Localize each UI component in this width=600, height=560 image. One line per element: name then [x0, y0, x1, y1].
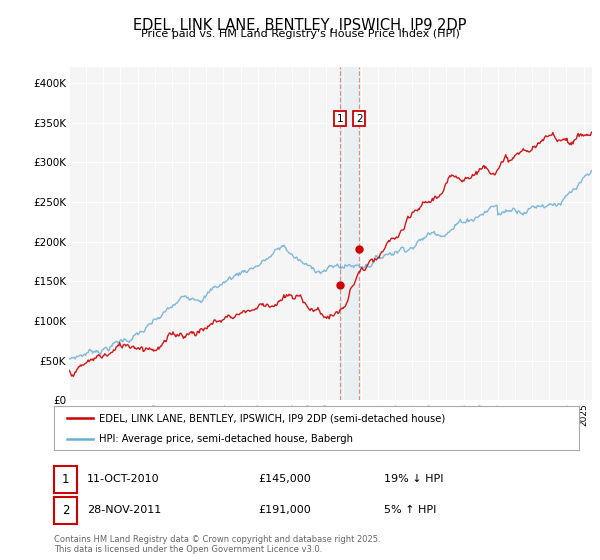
Text: 1: 1	[337, 114, 343, 124]
Text: 11-OCT-2010: 11-OCT-2010	[87, 474, 160, 484]
Text: 19% ↓ HPI: 19% ↓ HPI	[384, 474, 443, 484]
Text: Price paid vs. HM Land Registry's House Price Index (HPI): Price paid vs. HM Land Registry's House …	[140, 29, 460, 39]
Bar	[340, 67, 359, 400]
Text: £191,000: £191,000	[258, 505, 311, 515]
Text: EDEL, LINK LANE, BENTLEY, IPSWICH, IP9 2DP (semi-detached house): EDEL, LINK LANE, BENTLEY, IPSWICH, IP9 2…	[98, 413, 445, 423]
Text: HPI: Average price, semi-detached house, Babergh: HPI: Average price, semi-detached house,…	[98, 434, 353, 444]
Text: 2: 2	[356, 114, 362, 124]
Text: 5% ↑ HPI: 5% ↑ HPI	[384, 505, 436, 515]
Text: Contains HM Land Registry data © Crown copyright and database right 2025.
This d: Contains HM Land Registry data © Crown c…	[54, 535, 380, 554]
Text: £145,000: £145,000	[258, 474, 311, 484]
Text: 1: 1	[62, 473, 69, 486]
Text: 28-NOV-2011: 28-NOV-2011	[87, 505, 161, 515]
Text: 2: 2	[62, 503, 69, 517]
Text: EDEL, LINK LANE, BENTLEY, IPSWICH, IP9 2DP: EDEL, LINK LANE, BENTLEY, IPSWICH, IP9 2…	[133, 18, 467, 33]
